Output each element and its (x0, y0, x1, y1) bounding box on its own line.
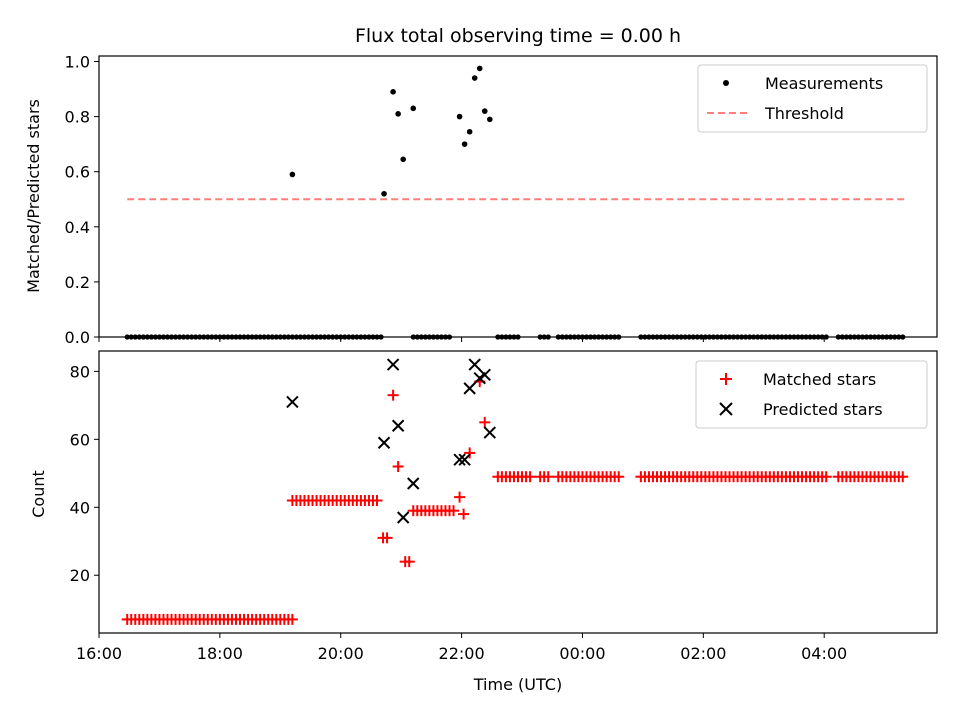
matched-stars-point (464, 447, 476, 459)
legend-matched-label: Matched stars (763, 370, 876, 389)
predicted-stars-point (468, 358, 481, 371)
bottom-xtick-label: 04:00 (801, 644, 847, 663)
measurement-point (456, 113, 463, 120)
top-ytick-label: 1.0 (65, 53, 90, 72)
matched-stars-point (524, 471, 536, 483)
top-ytick-label: 0.4 (65, 218, 90, 237)
measurement-point (381, 190, 387, 197)
top-legend-box (697, 64, 928, 133)
top-plot: 0.0 0.2 0.4 0.6 0.8 1.0 Matched/Predicted sta… (24, 53, 938, 347)
measurement-point (466, 128, 473, 135)
top-legend: Measurements Threshold (697, 64, 928, 133)
bottom-ylabel: Count (29, 470, 48, 518)
matched-stars-point (381, 532, 393, 544)
top-ytick-label: 0.0 (65, 328, 90, 347)
bottom-xtick-label: 18:00 (197, 644, 243, 663)
measurement-point (471, 75, 478, 81)
bottom-xtick-label: 16:00 (76, 644, 122, 663)
legend-matched-marker (720, 373, 732, 385)
matched-stars-point (403, 556, 415, 568)
matched-stars-point (479, 416, 491, 428)
predicted-stars-point (391, 419, 405, 432)
predicted-stars-point (396, 511, 410, 524)
bottom-legend-box (695, 360, 928, 429)
matched-stars-point (458, 508, 470, 520)
matched-stars-point (371, 494, 383, 506)
predicted-stars-point (458, 453, 471, 466)
matched-stars-point (820, 471, 832, 483)
top-ytick-label: 0.2 (65, 273, 90, 292)
measurement-point (289, 171, 296, 178)
measurement-point (476, 65, 483, 72)
predicted-stars-point (377, 436, 391, 449)
top-ytick-label: 0.8 (65, 108, 90, 127)
matched-stars-point (286, 613, 298, 625)
bottom-xtick-label: 22:00 (439, 644, 485, 663)
bottom-plot-frame (98, 350, 938, 634)
bottom-ytick-label: 80 (70, 362, 90, 381)
measurement-point (486, 116, 493, 123)
matched-stars-point (897, 471, 909, 483)
legend-threshold-label: Threshold (764, 104, 844, 123)
measurement-point (481, 108, 488, 114)
bottom-ytick-label: 40 (70, 498, 90, 517)
legend-predicted-marker (719, 402, 733, 416)
chart-title: Flux total observing time = 0.00 h (355, 25, 681, 47)
predicted-stars-point (463, 382, 476, 395)
predicted-stars-point (478, 368, 491, 381)
bottom-xtick-label: 00:00 (559, 644, 605, 663)
measurement-point (400, 156, 406, 163)
predicted-stars-point (286, 395, 299, 409)
measurement-point (390, 89, 396, 95)
measurement-point (461, 141, 468, 147)
top-plot-frame (98, 55, 938, 338)
matched-stars-point (542, 471, 554, 483)
measurement-point (395, 111, 401, 117)
legend-measurements-label: Measurements (765, 74, 883, 93)
predicted-stars-point (453, 453, 466, 466)
predicted-stars-point (483, 426, 497, 439)
top-ytick-label: 0.6 (65, 163, 90, 182)
matched-stars-point (387, 389, 399, 401)
matched-stars-point (448, 505, 460, 517)
matched-stars-point (392, 461, 404, 473)
bottom-ytick-label: 20 (70, 566, 90, 585)
bottom-xtick-label: 20:00 (318, 644, 364, 663)
legend-predicted-label: Predicted stars (763, 400, 883, 419)
top-ylabel: Matched/Predicted stars (24, 99, 43, 293)
matched-stars-point (454, 491, 466, 503)
measurement-point (410, 105, 417, 112)
legend-measurements-marker (723, 80, 729, 86)
bottom-xlabel: Time (UTC) (473, 675, 562, 694)
bottom-legend: Matched stars Predicted stars (695, 360, 928, 429)
bottom-xtick-label: 02:00 (680, 644, 726, 663)
bottom-ytick-label: 60 (70, 430, 90, 449)
predicted-stars-point (407, 477, 420, 490)
matched-stars-point (613, 471, 625, 483)
predicted-stars-point (386, 358, 400, 371)
bottom-plot: 20 40 60 80 16:00 18:00 20:00 22:00 00:00 02:00 0… (29, 350, 938, 694)
